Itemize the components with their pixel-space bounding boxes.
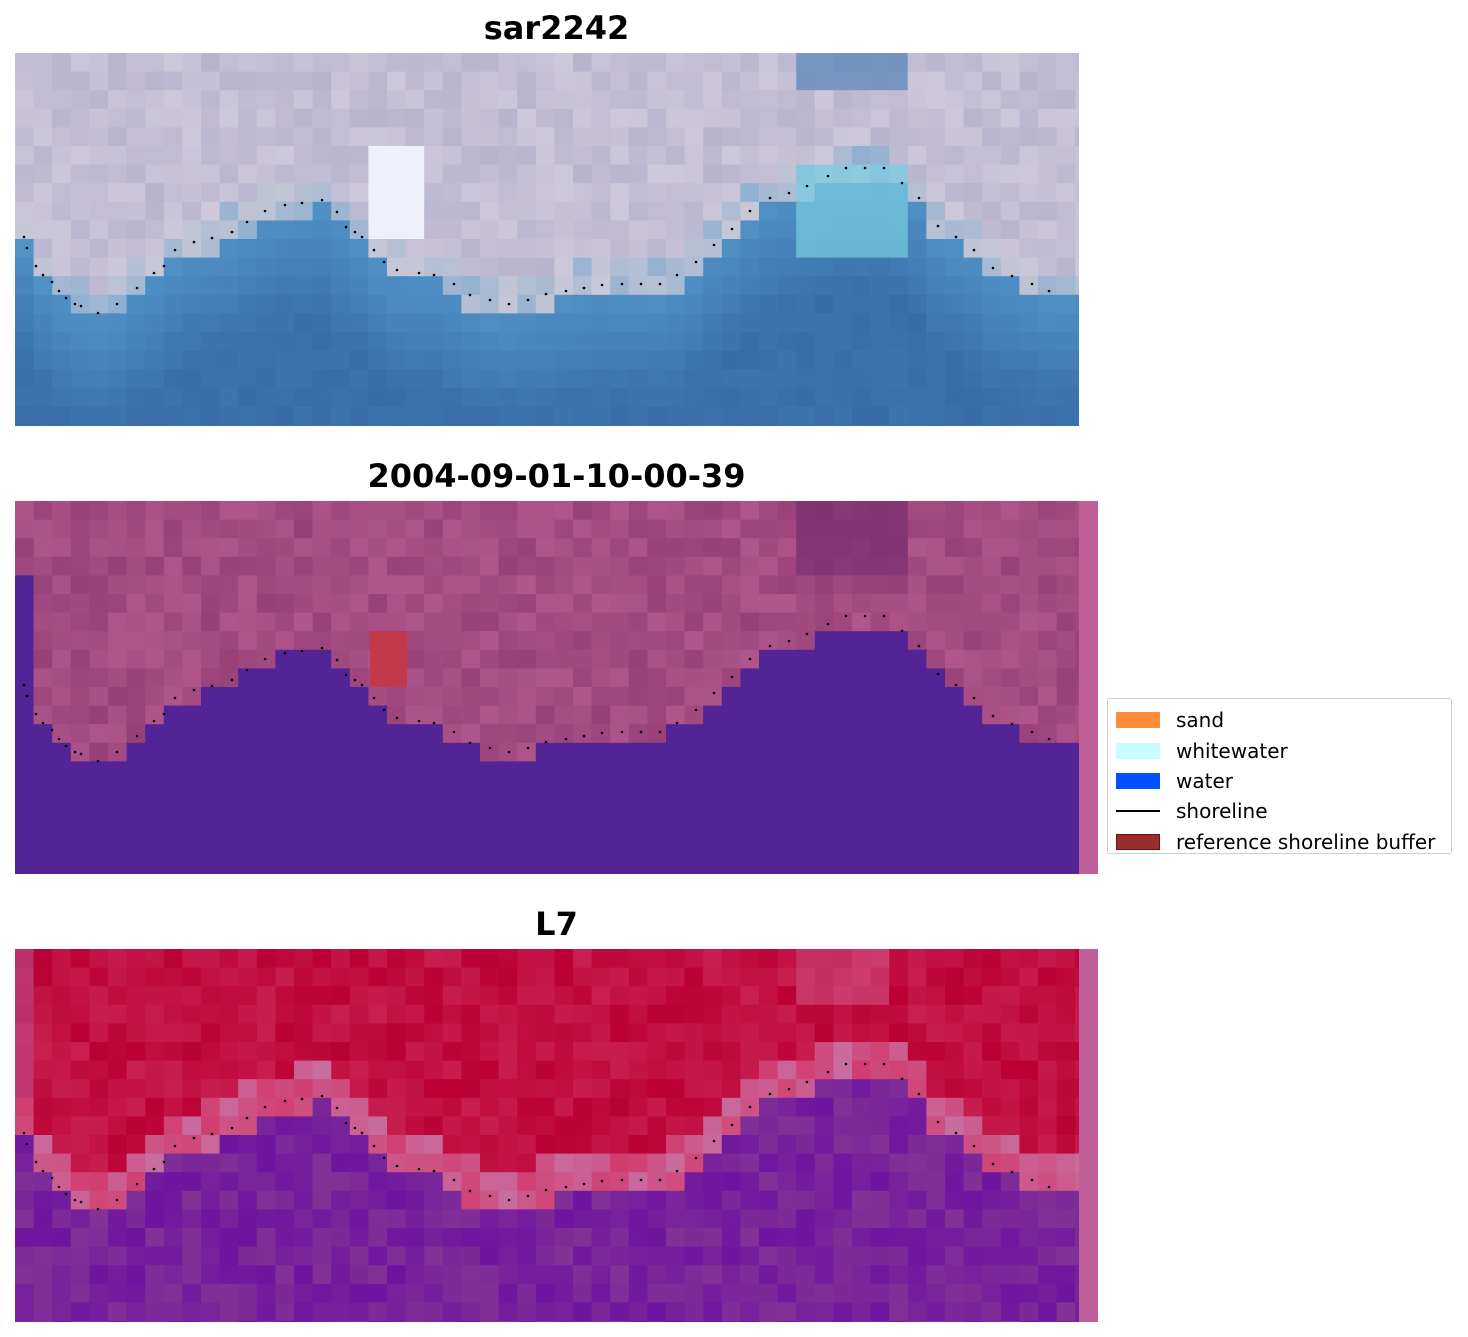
legend-item-reference-buffer: reference shoreline buffer: [1108, 827, 1451, 857]
classified-image: [15, 501, 1098, 874]
legend-item-whitewater: whitewater: [1108, 735, 1451, 765]
legend-swatch-reference-buffer: [1116, 833, 1160, 850]
legend-item-water: water: [1108, 766, 1451, 796]
legend-item-sand: sand: [1108, 705, 1451, 735]
legend-label: reference shoreline buffer: [1176, 829, 1436, 854]
rgb-satellite-image: [15, 53, 1079, 426]
legend-swatch-shoreline: [1116, 810, 1160, 813]
panel-title-classified: 2004-09-01-10-00-39: [367, 457, 746, 495]
legend-label: whitewater: [1176, 738, 1288, 763]
legend-item-shoreline: shoreline: [1108, 796, 1451, 826]
legend-label: water: [1176, 768, 1233, 793]
legend-swatch-water: [1116, 772, 1160, 789]
legend-swatch-sand: [1116, 712, 1160, 729]
legend-label: sand: [1176, 708, 1225, 733]
panel-title-mndwi: L7: [535, 905, 578, 943]
legend-label: shoreline: [1176, 799, 1268, 824]
panel-title-rgb: sar2242: [483, 9, 630, 47]
legend-swatch-whitewater: [1116, 742, 1160, 759]
mndwi-image: [15, 949, 1098, 1322]
legend: sand whitewater water shoreline referenc…: [1107, 698, 1452, 854]
